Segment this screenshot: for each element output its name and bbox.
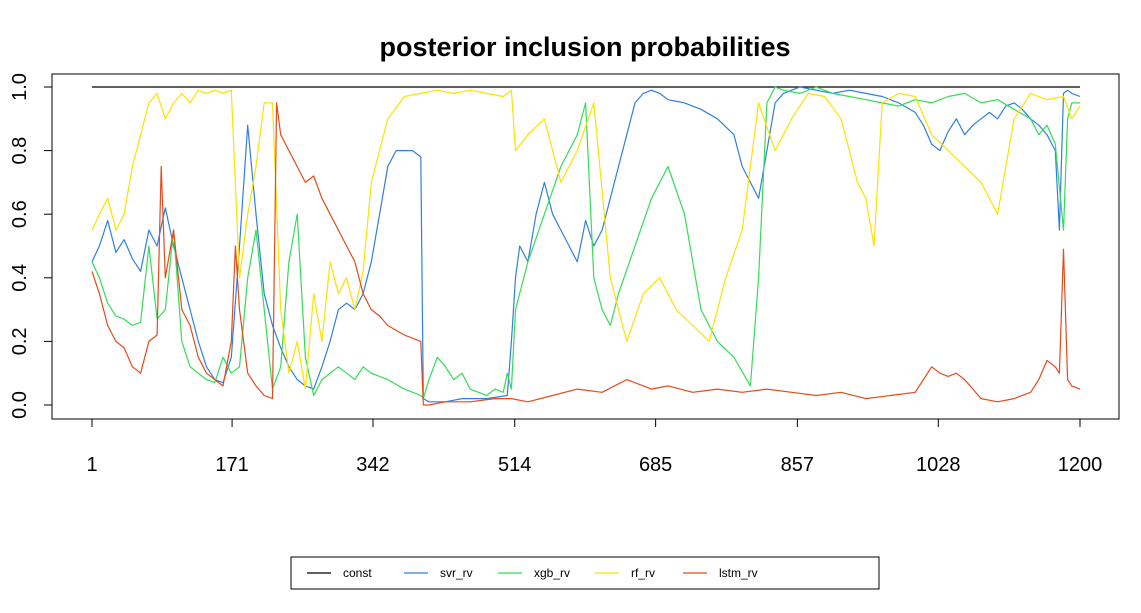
series-line-xgb_rv	[91, 86, 1080, 400]
x-tick-label-1: 171	[215, 454, 248, 476]
x-tick-label-7: 1200	[1058, 454, 1103, 476]
y-tick-label-0: 0.0	[9, 391, 31, 419]
y-tick-label-1: 0.2	[9, 327, 31, 355]
y-tick-label-5: 1.0	[9, 73, 31, 101]
legend-label-lstm_rv: lstm_rv	[719, 566, 758, 580]
x-tick-label-6: 1028	[916, 454, 961, 476]
series-layer	[91, 86, 1081, 406]
legend-label-svr_rv: svr_rv	[440, 566, 473, 580]
x-tick-label-3: 514	[498, 454, 531, 476]
series-line-lstm_rv	[91, 102, 1081, 406]
x-tick-label-4: 685	[639, 454, 672, 476]
series-line-svr_rv	[91, 86, 1081, 403]
legend-label-const: const	[343, 566, 372, 580]
x-tick-label-2: 342	[356, 454, 389, 476]
y-axis: 0.0 0.2 0.4 0.6 0.8 1.0	[9, 73, 53, 419]
y-tick-label-4: 0.8	[9, 137, 31, 165]
x-tick-label-5: 857	[781, 454, 814, 476]
legend-label-rf_rv: rf_rv	[631, 566, 655, 580]
legend-box	[290, 556, 880, 590]
series-line-rf_rv	[91, 89, 1081, 390]
chart-title: posterior inclusion probabilities	[379, 32, 790, 62]
x-axis: 1 171 342 514 685 857 1028 1200	[86, 418, 1103, 476]
y-tick-label-3: 0.6	[9, 200, 31, 228]
legend: const svr_rv xgb_rv rf_rv lstm_rv	[290, 556, 880, 590]
x-tick-label-0: 1	[86, 454, 97, 476]
y-tick-label-2: 0.4	[9, 264, 31, 292]
legend-label-xgb_rv: xgb_rv	[534, 566, 570, 580]
